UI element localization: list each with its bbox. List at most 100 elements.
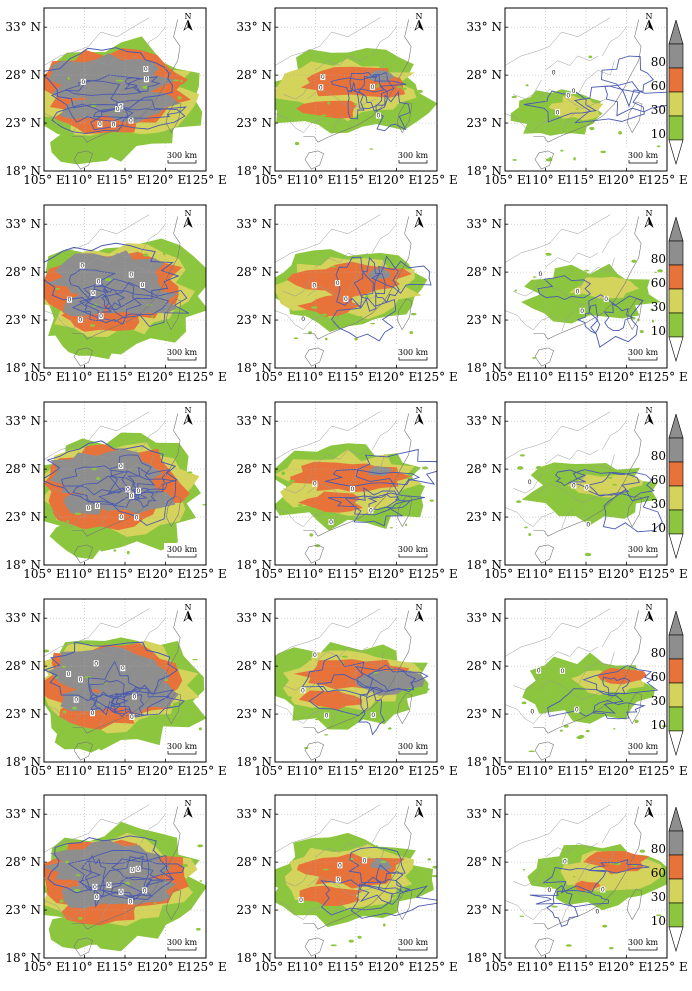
contour-label: 0 xyxy=(344,296,348,303)
x-tick-label: 105° E xyxy=(254,174,295,186)
scale-bar: 300 km xyxy=(395,740,435,754)
y-tick-label: 28° N xyxy=(234,69,272,81)
north-label: N xyxy=(646,209,653,218)
scale-bar-label: 300 km xyxy=(628,348,659,357)
contour-label: 0 xyxy=(528,479,532,486)
contour-label: 0 xyxy=(119,514,123,521)
north-label: N xyxy=(416,799,423,808)
north-label: N xyxy=(646,406,653,415)
scale-bar: 300 km xyxy=(395,936,435,950)
y-tick-label: 28° N xyxy=(464,69,502,81)
precipitation-map-svg: 0 0 0 0 N 300 km xyxy=(505,599,667,762)
map-panel-r2c2: 0 0 0 0 N 300 km xyxy=(275,205,437,368)
y-tick-label: 33° N xyxy=(3,415,41,427)
y-tick-label: 23° N xyxy=(234,511,272,523)
scale-bar: 300 km xyxy=(164,346,204,360)
scale-bar: 300 km xyxy=(395,346,435,360)
map-panel-r1c3: 0 0 0 0 N 300 km xyxy=(505,8,667,171)
north-arrow-icon: N xyxy=(184,12,192,30)
map-panel-r2c3: 0 0 0 0 N 300 km xyxy=(505,205,667,368)
colorbar-tick-label: 10 xyxy=(650,915,666,927)
x-tick-label: 110° E xyxy=(64,765,105,777)
y-tick-label: 23° N xyxy=(464,708,502,720)
x-tick-label: 115° E xyxy=(565,961,606,973)
colorbar-tick-label: 80 xyxy=(650,450,666,462)
scale-bar-label: 300 km xyxy=(398,545,429,554)
contour-label: 0 xyxy=(91,290,95,297)
contour-label: 0 xyxy=(95,894,99,901)
contour-label: 0 xyxy=(91,710,95,717)
x-tick-label: 125° E xyxy=(416,765,457,777)
colorbar-tick-label: 30 xyxy=(650,498,666,510)
scale-bar-label: 300 km xyxy=(398,742,429,751)
north-arrow-icon: N xyxy=(645,603,653,621)
north-arrow-icon: N xyxy=(645,406,653,424)
contour-label: 0 xyxy=(377,113,381,120)
contour-label: 0 xyxy=(94,660,98,667)
y-tick-label: 33° N xyxy=(464,415,502,427)
contour-label: 0 xyxy=(319,84,323,91)
contour-label: 0 xyxy=(81,79,85,86)
x-tick-label: 105° E xyxy=(484,568,525,580)
north-arrow-icon: N xyxy=(415,603,423,621)
contour-label: 0 xyxy=(67,671,71,678)
contour-label: 0 xyxy=(135,514,139,521)
y-tick-label: 33° N xyxy=(3,218,41,230)
contour-label: 0 xyxy=(556,109,560,116)
y-tick-label: 23° N xyxy=(234,117,272,129)
x-tick-label: 120° E xyxy=(376,568,417,580)
x-tick-label: 120° E xyxy=(145,961,186,973)
contour-label: 0 xyxy=(136,488,140,495)
contour-label: 0 xyxy=(321,74,325,81)
contour-label: 0 xyxy=(126,486,130,493)
x-tick-label: 115° E xyxy=(335,765,376,777)
scale-bar-label: 300 km xyxy=(398,151,429,160)
colorbar-tick-label: 60 xyxy=(650,80,666,92)
y-tick-label: 23° N xyxy=(234,904,272,916)
colorbar-tick-label: 30 xyxy=(650,695,666,707)
x-tick-label: 105° E xyxy=(484,174,525,186)
y-tick-label: 23° N xyxy=(464,511,502,523)
colorbar: 80 60 30 10 xyxy=(668,217,692,377)
x-tick-label: 120° E xyxy=(606,371,647,383)
contour-label: 0 xyxy=(87,505,91,512)
y-tick-label: 33° N xyxy=(464,218,502,230)
contour-label: 0 xyxy=(329,519,333,526)
y-tick-label: 28° N xyxy=(3,660,41,672)
y-tick-label: 23° N xyxy=(464,314,502,326)
x-tick-label: 110° E xyxy=(295,371,336,383)
x-tick-label: 110° E xyxy=(525,174,566,186)
precipitation-map-svg: 0 0 0 0 N 300 km xyxy=(275,795,437,958)
contour-label: 0 xyxy=(325,713,329,720)
contour-label: 0 xyxy=(580,308,584,315)
contour-label: 0 xyxy=(129,272,133,279)
x-tick-label: 110° E xyxy=(525,371,566,383)
x-tick-label: 120° E xyxy=(376,961,417,973)
north-label: N xyxy=(416,406,423,415)
contour-label: 0 xyxy=(95,503,99,510)
colorbar: 80 60 30 10 xyxy=(668,807,692,967)
map-panel-r5c2: 0 0 0 0 N 300 km xyxy=(275,795,437,958)
precipitation-map-svg: 0 0 0 0 N 300 km xyxy=(275,205,437,368)
map-panel-r3c2: 0 0 0 0 N 300 km xyxy=(275,402,437,565)
contour-label: 0 xyxy=(68,297,72,304)
x-tick-label: 115° E xyxy=(335,371,376,383)
map-panel-r1c2: 0 0 0 0 N 300 km xyxy=(275,8,437,171)
contour-label: 0 xyxy=(129,118,133,125)
colorbar-tick-label: 10 xyxy=(650,522,666,534)
north-label: N xyxy=(646,603,653,612)
scale-bar: 300 km xyxy=(395,149,435,163)
contour-label: 0 xyxy=(547,887,551,894)
scale-bar-label: 300 km xyxy=(628,742,659,751)
x-tick-label: 110° E xyxy=(525,961,566,973)
y-tick-label: 23° N xyxy=(3,117,41,129)
y-tick-label: 28° N xyxy=(3,266,41,278)
contour-label: 0 xyxy=(144,76,148,83)
contour-label: 0 xyxy=(313,481,317,488)
contour-label: 0 xyxy=(112,121,116,128)
map-panel-r3c3: 0 0 0 0 N 300 km xyxy=(505,402,667,565)
y-tick-label: 28° N xyxy=(3,463,41,475)
x-tick-label: 110° E xyxy=(64,568,105,580)
contour-label: 0 xyxy=(371,84,375,91)
north-label: N xyxy=(185,209,192,218)
